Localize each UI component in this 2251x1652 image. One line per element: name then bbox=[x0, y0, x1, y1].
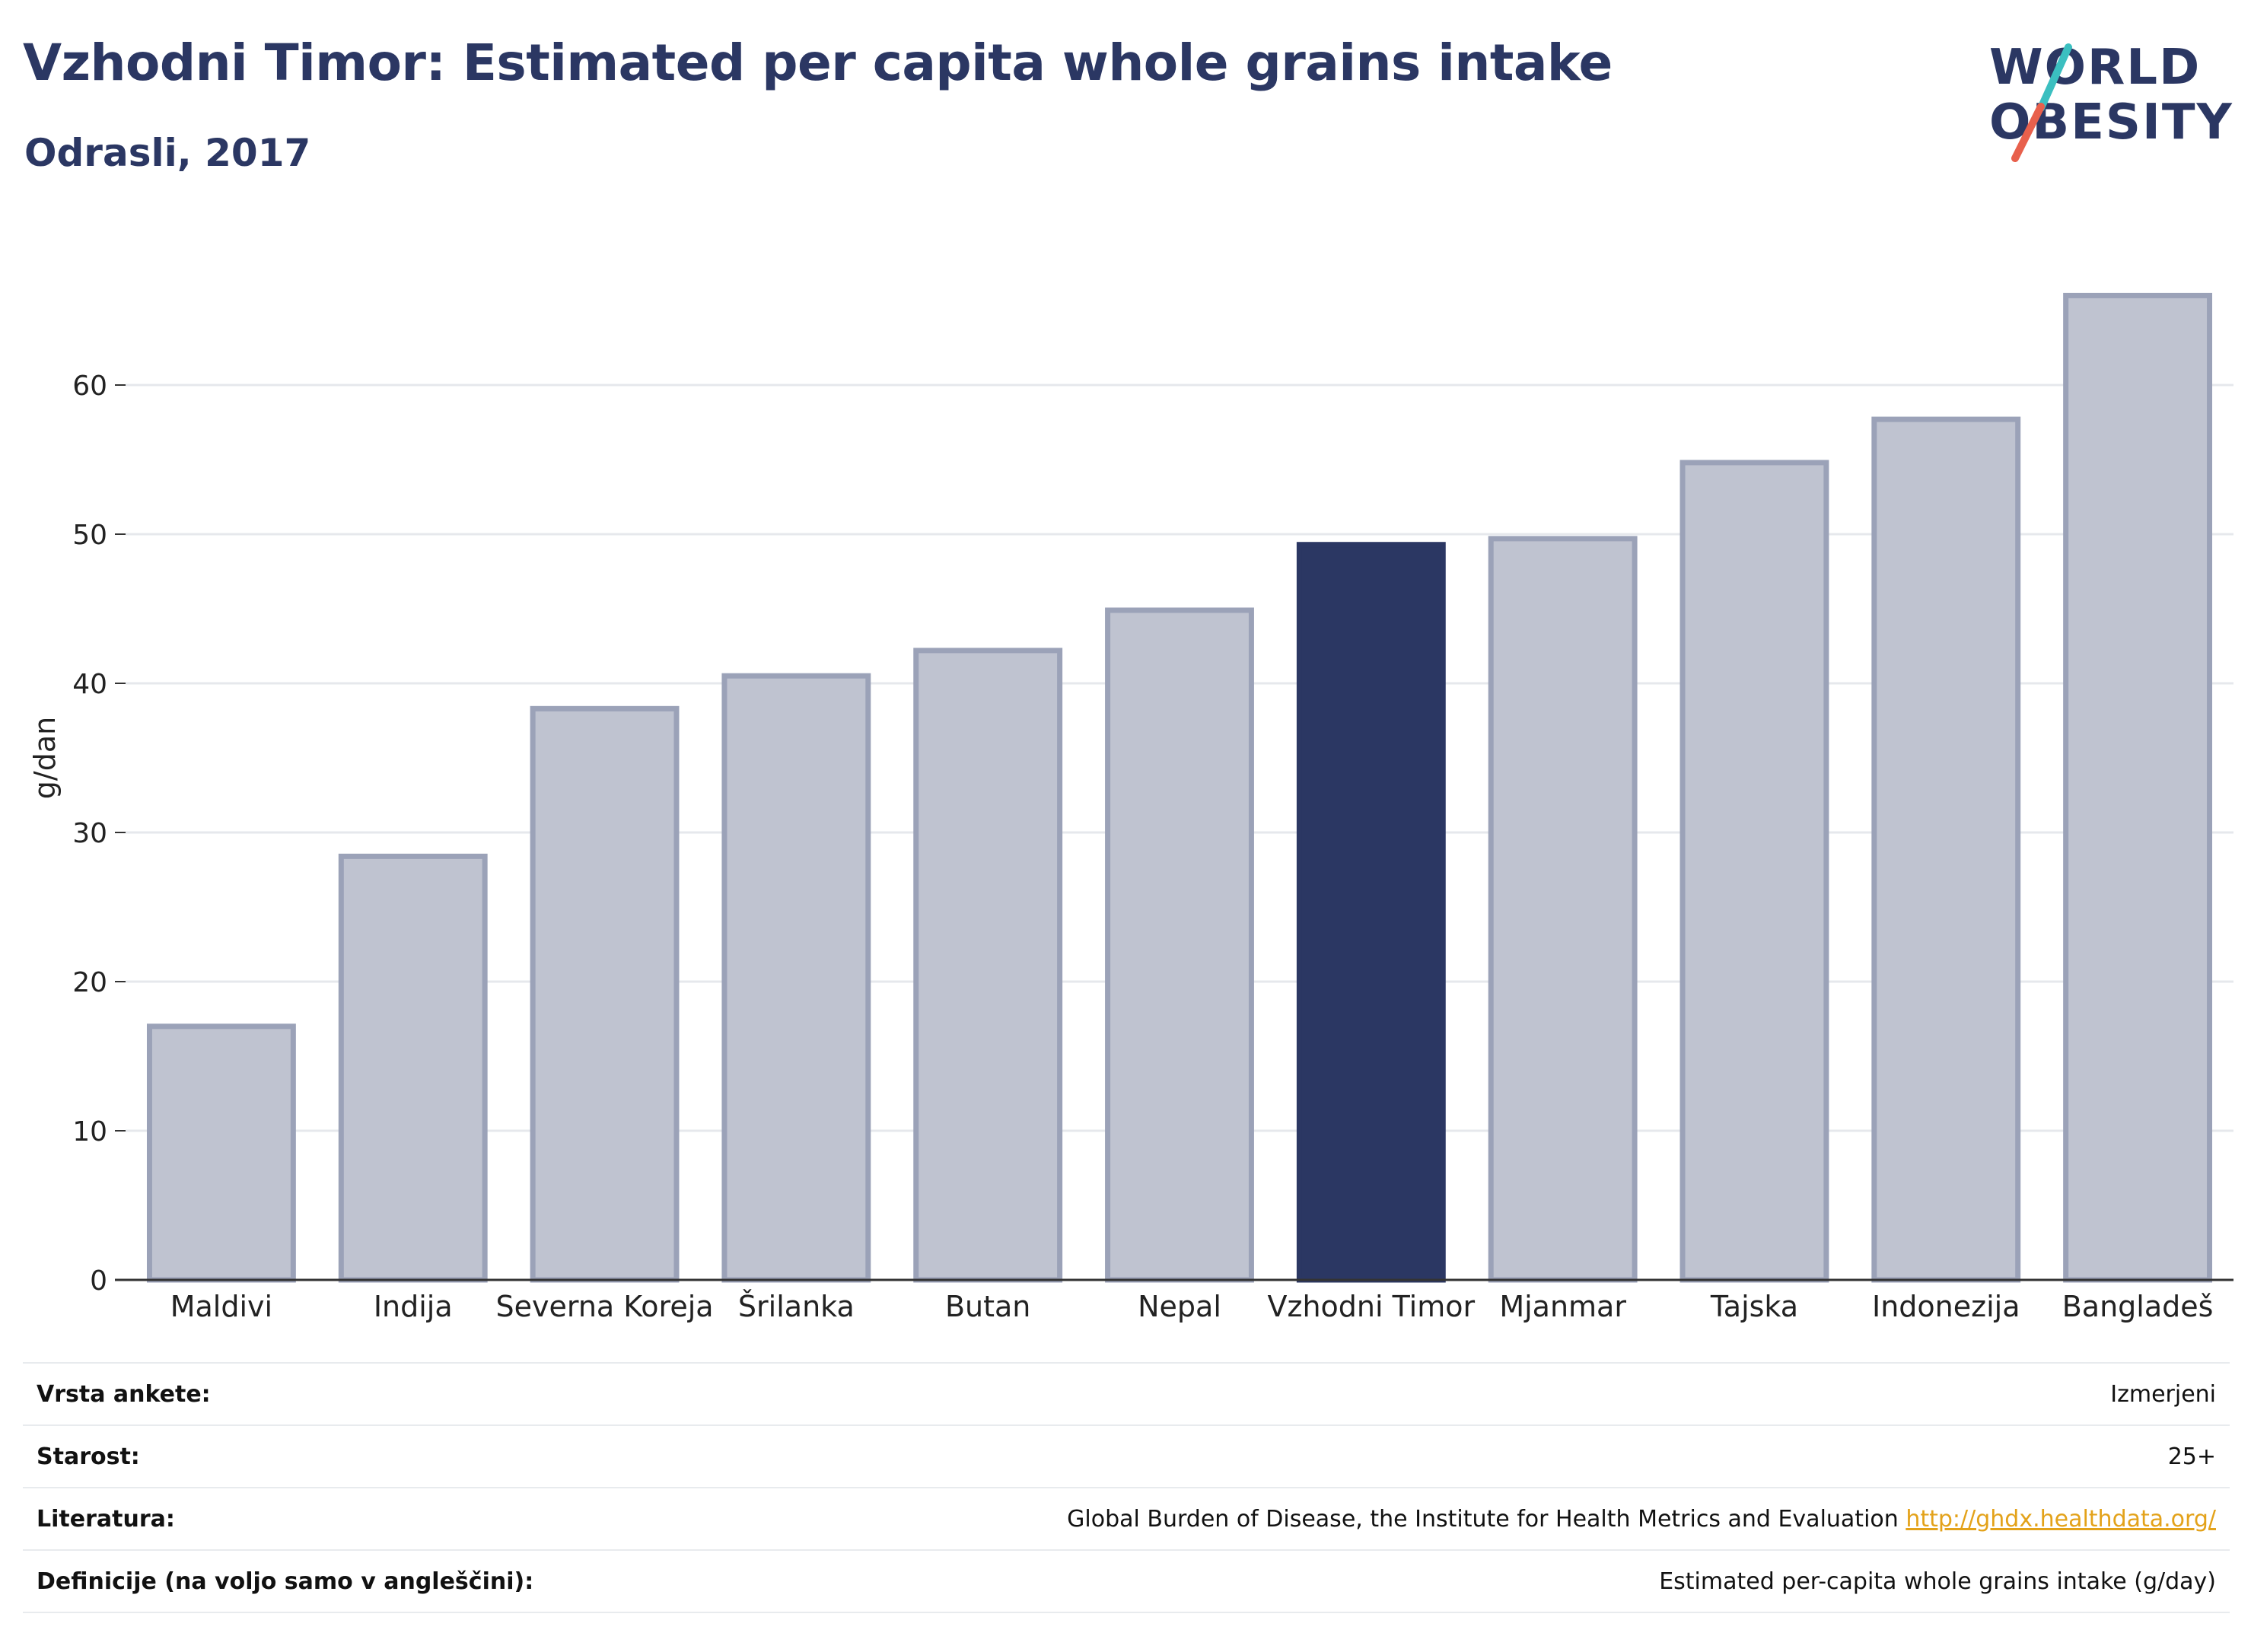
x-category-label: Mjanmar bbox=[1499, 1290, 1626, 1323]
bar-highlighted bbox=[1296, 542, 1446, 1283]
bar bbox=[146, 1023, 296, 1283]
info-value-literature: Global Burden of Disease, the Institute … bbox=[703, 1488, 2230, 1550]
info-value: Estimated per-capita whole grains intake… bbox=[1659, 1568, 2216, 1595]
y-tick-label: 10 bbox=[72, 1116, 107, 1147]
literature-text: Global Burden of Disease, the Institute … bbox=[1067, 1505, 1906, 1533]
info-key: Literatura: bbox=[37, 1505, 175, 1533]
chart-subtitle: Odrasli, 2017 bbox=[24, 131, 311, 175]
info-row-survey-type: Vrsta ankete: Izmerjeni bbox=[23, 1363, 2230, 1425]
logo-slash-teal bbox=[2037, 43, 2072, 112]
world-obesity-logo: WORLD OBESITY bbox=[1989, 40, 2232, 162]
x-category-label: Maldivi bbox=[170, 1290, 272, 1323]
bar bbox=[1105, 607, 1254, 1283]
chart-title: Vzhodni Timor: Estimated per capita whol… bbox=[23, 33, 1613, 92]
info-key: Definicije (na voljo samo v angleščini): bbox=[37, 1568, 534, 1595]
x-category-label: Bangladeš bbox=[2062, 1290, 2214, 1323]
x-category-label: Nepal bbox=[1138, 1290, 1221, 1323]
info-key: Starost: bbox=[37, 1443, 140, 1470]
y-tick-label: 0 bbox=[90, 1265, 107, 1297]
info-row-definitions: Definicije (na voljo samo v angleščini):… bbox=[23, 1550, 2230, 1612]
x-category-label: Butan bbox=[945, 1290, 1030, 1323]
y-axis-ticks: 0 10 20 30 40 50 60 bbox=[72, 371, 126, 1297]
x-category-label: Šrilanka bbox=[738, 1290, 855, 1323]
x-category-label: Vzhodni Timor bbox=[1268, 1290, 1476, 1323]
y-tick-label: 20 bbox=[72, 967, 107, 998]
bar bbox=[913, 648, 1063, 1283]
y-tick-label: 60 bbox=[72, 371, 107, 402]
info-row-literature: Literatura: Global Burden of Disease, th… bbox=[23, 1488, 2230, 1550]
bars bbox=[146, 292, 2213, 1283]
y-tick-label: 40 bbox=[72, 669, 107, 700]
bar bbox=[1871, 416, 2021, 1283]
y-tick-label: 30 bbox=[72, 818, 107, 849]
logo-slash-coral bbox=[2011, 103, 2045, 162]
x-category-label: Tajska bbox=[1710, 1290, 1798, 1323]
bar bbox=[530, 705, 680, 1283]
logo-line1: WORLD bbox=[1989, 40, 2201, 96]
bar bbox=[2063, 292, 2213, 1283]
bar bbox=[721, 673, 871, 1283]
y-tick-label: 50 bbox=[72, 520, 107, 551]
info-value: Izmerjeni bbox=[2110, 1380, 2216, 1408]
bar bbox=[338, 853, 488, 1283]
bar bbox=[1679, 460, 1829, 1283]
x-axis-categories: Maldivi Indija Severna Koreja Šrilanka Butan… bbox=[170, 1290, 2214, 1323]
x-category-label: Indonezija bbox=[1872, 1290, 2020, 1323]
bar bbox=[1488, 536, 1638, 1283]
y-axis-title: g/dan bbox=[28, 717, 62, 799]
info-value: 25+ bbox=[2167, 1443, 2216, 1470]
bar-chart: 0 10 20 30 40 50 60 Maldivi Indija Severna Korej… bbox=[28, 292, 2233, 1323]
x-category-label: Severna Koreja bbox=[496, 1290, 714, 1323]
info-row-age: Starost: 25+ bbox=[23, 1425, 2230, 1488]
info-key: Vrsta ankete: bbox=[37, 1380, 211, 1408]
x-category-label: Indija bbox=[374, 1290, 453, 1323]
source-link[interactable]: http://ghdx.healthdata.org/ bbox=[1906, 1505, 2216, 1533]
info-table: Vrsta ankete: Izmerjeni Starost: 25+ Lit… bbox=[23, 1362, 2230, 1613]
